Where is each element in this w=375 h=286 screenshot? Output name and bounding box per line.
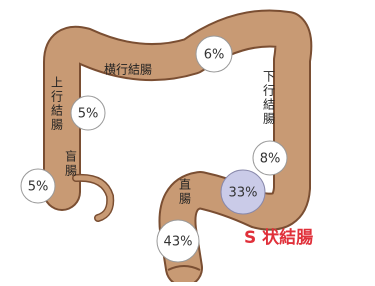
rate-label: 6% bbox=[204, 48, 225, 63]
rate-label: 5% bbox=[78, 107, 99, 122]
colon-diagram: 横行結腸 上行結腸 下行結腸 盲腸 S 状結腸 直腸 6% 5% 8% 5% 3… bbox=[0, 0, 375, 282]
rate-label: 8% bbox=[260, 152, 281, 167]
rate-label: 33% bbox=[229, 186, 258, 201]
region-label: 上行結腸 bbox=[50, 76, 64, 132]
region-label: 盲腸 bbox=[64, 149, 78, 178]
rate-label: 43% bbox=[164, 235, 193, 250]
region-label: 下行結腸 bbox=[262, 70, 276, 126]
region-label: S 状結腸 bbox=[244, 227, 313, 248]
region-label: 直腸 bbox=[178, 178, 192, 206]
region-label: 横行結腸 bbox=[104, 63, 152, 77]
rate-label: 5% bbox=[28, 180, 49, 195]
